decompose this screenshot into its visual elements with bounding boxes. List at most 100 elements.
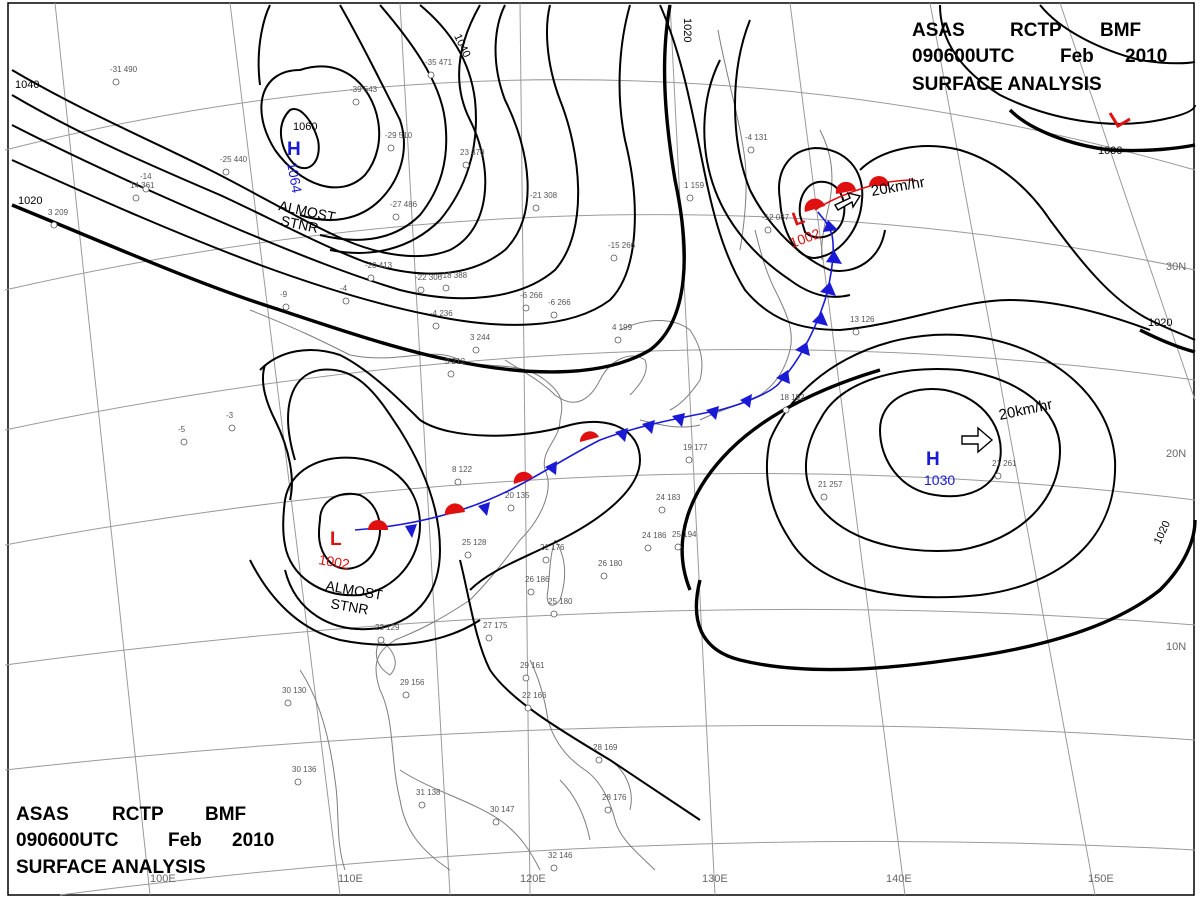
station-circle-icon <box>522 674 530 682</box>
station-value: 24 186 <box>642 531 667 540</box>
station-plot: -6 266 <box>520 291 543 312</box>
low-center-japan: L 1002 20km/hr <box>788 174 927 251</box>
station-value: 32 146 <box>548 851 573 860</box>
station-value: 8 122 <box>452 465 473 474</box>
station-plot: -15 266 <box>608 241 636 262</box>
station-circle-icon <box>112 78 120 86</box>
lon-label-130e: 130E <box>702 873 728 885</box>
title-agency: RCTP <box>112 804 164 825</box>
station-value: -39 543 <box>350 85 378 94</box>
station-plot: -21 308 <box>530 191 558 212</box>
map-frame <box>7 2 1195 896</box>
lon-label-110e: 110E <box>338 873 363 885</box>
station-plot: 19 177 <box>683 443 708 464</box>
station-plots: -31 490 14 361 3 209 -25 440 -39 543 -35 471 -… <box>48 58 1017 872</box>
station-plot: 29 161 <box>520 661 545 682</box>
station-value: -9 <box>280 290 288 299</box>
station-value: 20 135 <box>505 491 530 500</box>
title-agency: RCTP <box>1010 20 1062 41</box>
station-plot: -6 266 <box>548 298 571 319</box>
station-plot: 30 130 <box>282 686 307 707</box>
longitude-graticule <box>54 2 1196 896</box>
station-value: 19 177 <box>683 443 708 452</box>
title-time: 090600UTC <box>912 46 1015 67</box>
isobar-label: 1060 <box>293 121 317 133</box>
station-value: 31 138 <box>416 788 441 797</box>
isobar-label: 1020 <box>681 18 693 42</box>
station-circle-icon <box>284 699 292 707</box>
station-value: 30 130 <box>282 686 307 695</box>
station-value: 3 244 <box>470 333 491 342</box>
station-value: -22 306 <box>415 273 443 282</box>
title-block-bottom-left: ASAS RCTP BMF 090600UTC Feb 2010 SURFACE… <box>16 804 274 878</box>
station-value: -4 <box>340 284 348 293</box>
isobar-label: 1040 <box>15 79 39 91</box>
station-value: -12 037 <box>762 213 790 222</box>
station-value: 4 199 <box>612 323 633 332</box>
high-value: 1030 <box>924 472 955 488</box>
station-plot: 3 209 <box>48 208 69 229</box>
station-plot: -9 <box>280 290 290 311</box>
station-circle-icon <box>432 322 440 330</box>
station-value: -6 266 <box>520 291 543 300</box>
motion-arrow-icon <box>834 191 862 211</box>
station-value: -4 131 <box>745 133 768 142</box>
station-circle-icon <box>492 818 500 826</box>
station-circle-icon <box>542 556 550 564</box>
station-circle-icon <box>342 297 350 305</box>
motion-arrow-icon <box>961 426 994 454</box>
station-value: 25 180 <box>548 597 573 606</box>
high-value: 1064 <box>284 161 305 195</box>
station-plot: 13 126 <box>850 315 875 336</box>
latitude-graticule <box>4 79 1196 896</box>
title-time: 2010 <box>1125 46 1167 67</box>
station-circle-icon <box>595 756 603 764</box>
low-symbol-icon <box>1108 112 1131 129</box>
station-circle-icon <box>524 704 532 712</box>
station-value: 26 186 <box>525 575 550 584</box>
station-plot: 21 257 <box>818 480 843 501</box>
station-circle-icon <box>387 144 395 152</box>
station-circle-icon <box>614 336 622 344</box>
station-value: 14 361 <box>130 181 155 190</box>
station-circle-icon <box>604 806 612 814</box>
motion-speed: 20km/hr <box>997 396 1054 424</box>
isobar-label: 1020 <box>18 195 42 207</box>
station-circle-icon <box>658 506 666 514</box>
lat-label-30n: 30N <box>1166 261 1186 273</box>
title-agency: BMF <box>205 804 246 825</box>
station-plot: -39 543 <box>350 85 378 106</box>
station-value: 23 129 <box>375 623 400 632</box>
title-agency: BMF <box>1100 20 1141 41</box>
station-circle-icon <box>674 543 682 551</box>
high-center-pacific: H 1030 20km/hr <box>924 396 1054 488</box>
station-circle-icon <box>782 406 790 414</box>
lon-label-150e: 150E <box>1088 873 1114 885</box>
station-plot: -14 <box>140 172 152 193</box>
lon-label-120e: 120E <box>520 873 546 885</box>
station-circle-icon <box>507 504 515 512</box>
station-value: -6 266 <box>548 298 571 307</box>
station-value: 21 176 <box>540 543 565 552</box>
station-plot: 21 176 <box>540 543 565 564</box>
station-circle-icon <box>132 194 140 202</box>
station-plot: -5 <box>178 425 188 446</box>
station-plot: 3 212 <box>445 357 466 378</box>
station-circle-icon <box>527 588 535 596</box>
station-circle-icon <box>417 286 425 294</box>
station-plot: 30 147 <box>490 805 515 826</box>
title-agency: ASAS <box>16 804 69 825</box>
station-circle-icon <box>464 551 472 559</box>
station-value: -20 413 <box>365 261 393 270</box>
title-agency: ASAS <box>912 20 965 41</box>
station-plot: 27 175 <box>483 621 508 642</box>
station-value: 29 156 <box>400 678 425 687</box>
lon-label-140e: 140E <box>886 873 912 885</box>
station-value: 13 126 <box>850 315 875 324</box>
lat-label-20n: 20N <box>1166 448 1186 460</box>
title-time: 2010 <box>232 830 274 851</box>
station-circle-icon <box>686 194 694 202</box>
station-plot: -25 440 <box>220 155 248 176</box>
station-value: 18 192 <box>780 393 805 402</box>
